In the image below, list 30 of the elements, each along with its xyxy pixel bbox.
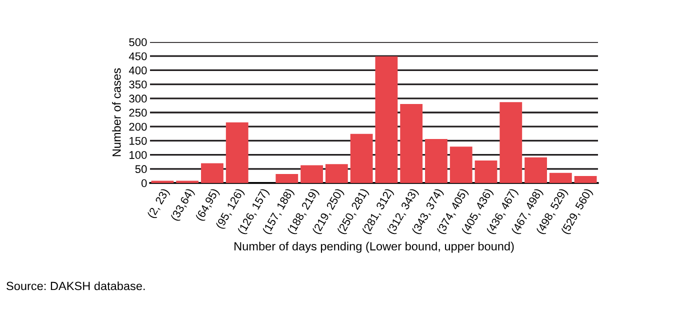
y-tick-label: 400 (128, 66, 147, 74)
bar (325, 164, 348, 183)
y-tick-label: 250 (129, 108, 147, 117)
bar (474, 160, 498, 183)
source-note: Source: DAKSH database. (6, 281, 145, 290)
y-tick-label: 50 (135, 165, 147, 174)
y-tick-label: 300 (129, 94, 147, 103)
y-tick-label: 350 (129, 80, 147, 88)
bar (574, 176, 597, 183)
bar (500, 102, 522, 183)
bar (400, 104, 423, 183)
bar (226, 122, 248, 183)
bar (425, 139, 448, 183)
bar (450, 146, 472, 183)
x-axis-title: Number of days pending (Lower bound, upper bound) (234, 242, 514, 253)
y-axis-title: Number of cases (112, 68, 121, 156)
y-tick-label: 200 (129, 122, 147, 131)
y-tick-label: 450 (128, 52, 147, 60)
bar (276, 174, 298, 183)
bar (201, 163, 224, 183)
bar (375, 56, 398, 183)
y-tick-label: 150 (130, 136, 147, 145)
y-tick-label: 100 (130, 151, 147, 159)
bar (300, 165, 323, 183)
x-tick-label: (2, 23) (146, 188, 172, 220)
y-tick-label: 0 (141, 179, 147, 188)
bar (350, 134, 373, 183)
bar (524, 157, 547, 183)
bar (549, 172, 572, 183)
y-tick-label: 500 (129, 38, 147, 46)
